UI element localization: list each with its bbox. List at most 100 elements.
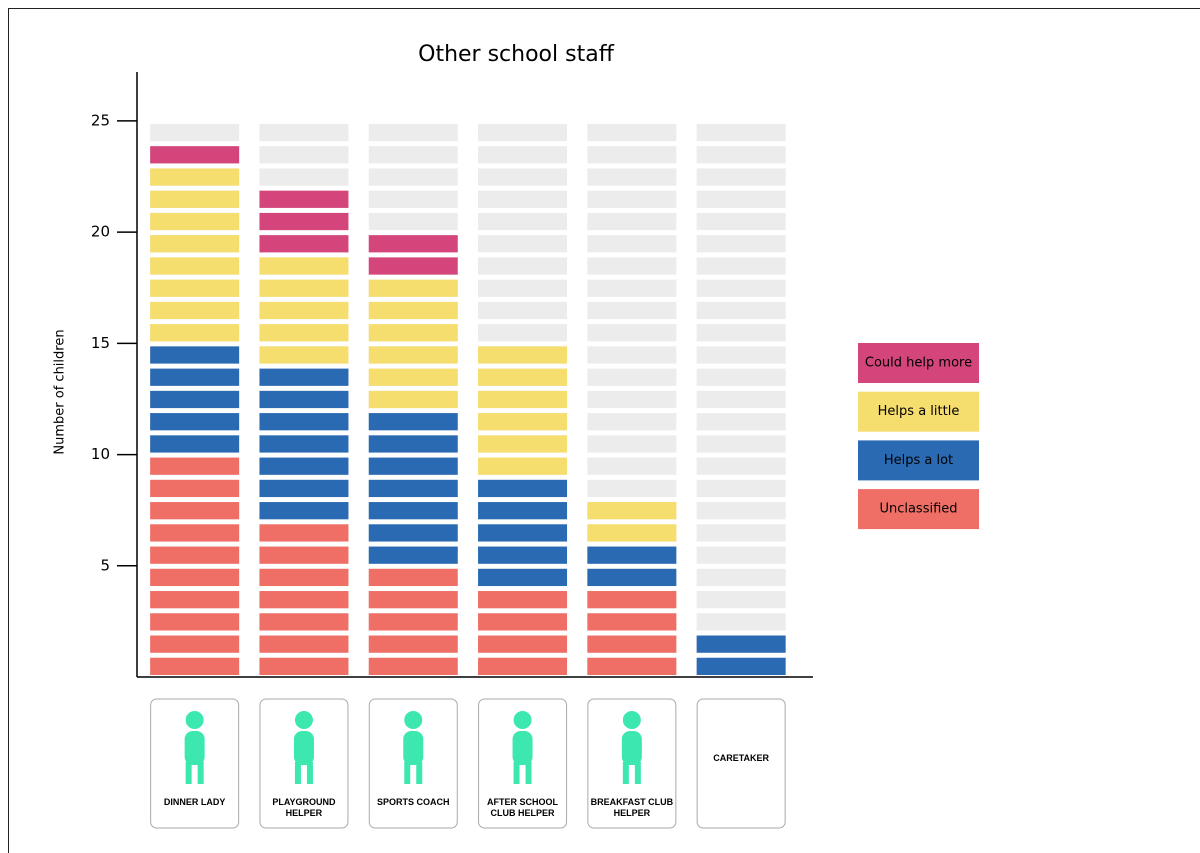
icon-leg bbox=[416, 762, 422, 784]
icon-leg bbox=[295, 762, 301, 784]
segment bbox=[150, 146, 239, 163]
block bbox=[369, 391, 458, 408]
block bbox=[697, 658, 786, 675]
block bbox=[697, 480, 786, 497]
block bbox=[697, 235, 786, 252]
block bbox=[587, 613, 676, 630]
y-tick-label: 10 bbox=[91, 445, 110, 463]
block bbox=[478, 480, 567, 497]
block bbox=[478, 235, 567, 252]
block bbox=[259, 547, 348, 564]
icon-body bbox=[622, 731, 642, 765]
block bbox=[478, 547, 567, 564]
block bbox=[369, 369, 458, 386]
chart: Other school staff Number of children 51… bbox=[0, 0, 1200, 853]
block bbox=[150, 391, 239, 408]
block bbox=[587, 213, 676, 230]
category-label: CARETAKER bbox=[699, 753, 783, 764]
segment bbox=[478, 480, 567, 586]
block bbox=[150, 524, 239, 541]
block bbox=[259, 191, 348, 208]
segment bbox=[478, 591, 567, 675]
block bbox=[697, 146, 786, 163]
block bbox=[587, 591, 676, 608]
block bbox=[697, 502, 786, 519]
block bbox=[587, 280, 676, 297]
block bbox=[587, 458, 676, 475]
category-label: AFTER SCHOOL CLUB HELPER bbox=[481, 797, 565, 819]
block bbox=[259, 480, 348, 497]
block bbox=[150, 146, 239, 163]
block bbox=[697, 636, 786, 653]
legend-label: Unclassified bbox=[879, 502, 957, 517]
segment bbox=[150, 458, 239, 675]
block bbox=[697, 257, 786, 274]
block bbox=[587, 324, 676, 341]
block bbox=[259, 146, 348, 163]
block bbox=[478, 569, 567, 586]
category-label: BREAKFAST CLUB HELPER bbox=[590, 797, 674, 819]
block bbox=[697, 324, 786, 341]
block bbox=[259, 569, 348, 586]
block bbox=[369, 547, 458, 564]
segment bbox=[369, 235, 458, 274]
block bbox=[587, 191, 676, 208]
block bbox=[150, 613, 239, 630]
segment bbox=[259, 369, 348, 520]
block bbox=[478, 324, 567, 341]
block bbox=[697, 547, 786, 564]
block bbox=[259, 613, 348, 630]
block bbox=[478, 146, 567, 163]
block bbox=[150, 124, 239, 141]
segment bbox=[259, 191, 348, 253]
icon-leg bbox=[635, 762, 641, 784]
block bbox=[478, 346, 567, 363]
block bbox=[478, 435, 567, 452]
page: Other school staff Number of children 51… bbox=[0, 0, 1200, 853]
segment bbox=[259, 524, 348, 675]
block bbox=[697, 613, 786, 630]
block bbox=[697, 346, 786, 363]
block bbox=[478, 213, 567, 230]
block bbox=[369, 257, 458, 274]
block bbox=[259, 591, 348, 608]
block bbox=[697, 413, 786, 430]
segment bbox=[587, 547, 676, 586]
block bbox=[697, 191, 786, 208]
block bbox=[259, 346, 348, 363]
block bbox=[150, 213, 239, 230]
block bbox=[369, 302, 458, 319]
icon-body bbox=[403, 731, 423, 765]
block bbox=[150, 591, 239, 608]
block bbox=[150, 369, 239, 386]
block bbox=[587, 146, 676, 163]
category-label: PLAYGROUND HELPER bbox=[262, 797, 346, 819]
segment bbox=[587, 502, 676, 541]
block bbox=[369, 413, 458, 430]
block bbox=[587, 413, 676, 430]
block bbox=[150, 168, 239, 185]
block bbox=[369, 324, 458, 341]
block bbox=[369, 435, 458, 452]
block bbox=[259, 257, 348, 274]
block bbox=[259, 636, 348, 653]
block bbox=[587, 257, 676, 274]
block bbox=[259, 324, 348, 341]
y-tick-label: 15 bbox=[91, 334, 110, 352]
y-axis-label: Number of children bbox=[53, 329, 68, 454]
icon-head bbox=[186, 711, 204, 729]
block bbox=[150, 413, 239, 430]
block bbox=[369, 480, 458, 497]
block bbox=[587, 168, 676, 185]
block bbox=[478, 458, 567, 475]
icon-head bbox=[623, 711, 641, 729]
block bbox=[369, 658, 458, 675]
block bbox=[369, 235, 458, 252]
block bbox=[150, 346, 239, 363]
block bbox=[478, 168, 567, 185]
legend-label: Could help more bbox=[865, 356, 972, 371]
block bbox=[150, 235, 239, 252]
block bbox=[478, 413, 567, 430]
block bbox=[259, 302, 348, 319]
block bbox=[369, 636, 458, 653]
